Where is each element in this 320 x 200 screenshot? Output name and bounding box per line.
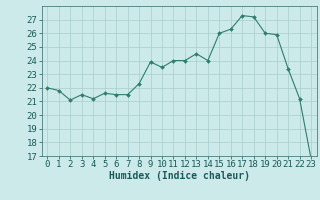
X-axis label: Humidex (Indice chaleur): Humidex (Indice chaleur) bbox=[109, 171, 250, 181]
